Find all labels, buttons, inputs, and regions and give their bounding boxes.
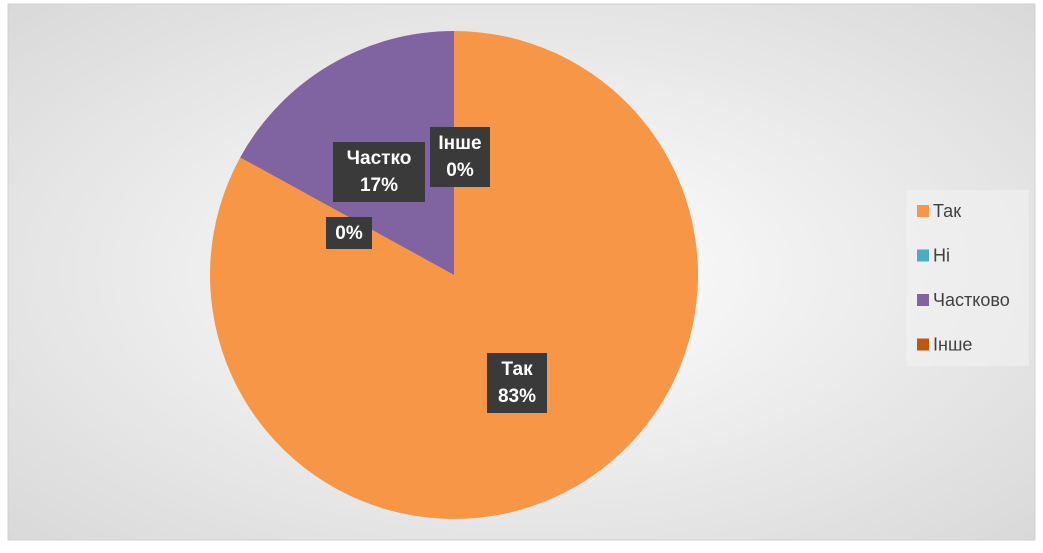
data-label: 83% bbox=[498, 386, 536, 407]
legend-label: Інше bbox=[933, 334, 972, 354]
legend-swatch bbox=[917, 249, 929, 262]
legend-swatch bbox=[917, 294, 929, 306]
data-label-name: Так bbox=[501, 359, 533, 380]
data-label-name: Інше bbox=[438, 133, 481, 154]
legend-swatch bbox=[917, 338, 929, 351]
data-label: 0% bbox=[335, 223, 363, 244]
legend-label: Частково bbox=[933, 290, 1010, 310]
data-label-box bbox=[487, 353, 547, 413]
legend-swatch bbox=[917, 205, 929, 217]
legend-label: Так bbox=[933, 201, 961, 221]
data-label-box bbox=[430, 127, 490, 187]
data-label-box bbox=[326, 217, 372, 249]
data-label-box bbox=[333, 142, 425, 202]
pie-slice bbox=[209, 31, 698, 519]
data-label: 0% bbox=[446, 160, 474, 181]
legend-label: Ні bbox=[933, 245, 950, 265]
data-label-name: Частко bbox=[347, 148, 412, 169]
data-label: 17% bbox=[360, 175, 398, 196]
legend-box bbox=[907, 190, 1029, 366]
